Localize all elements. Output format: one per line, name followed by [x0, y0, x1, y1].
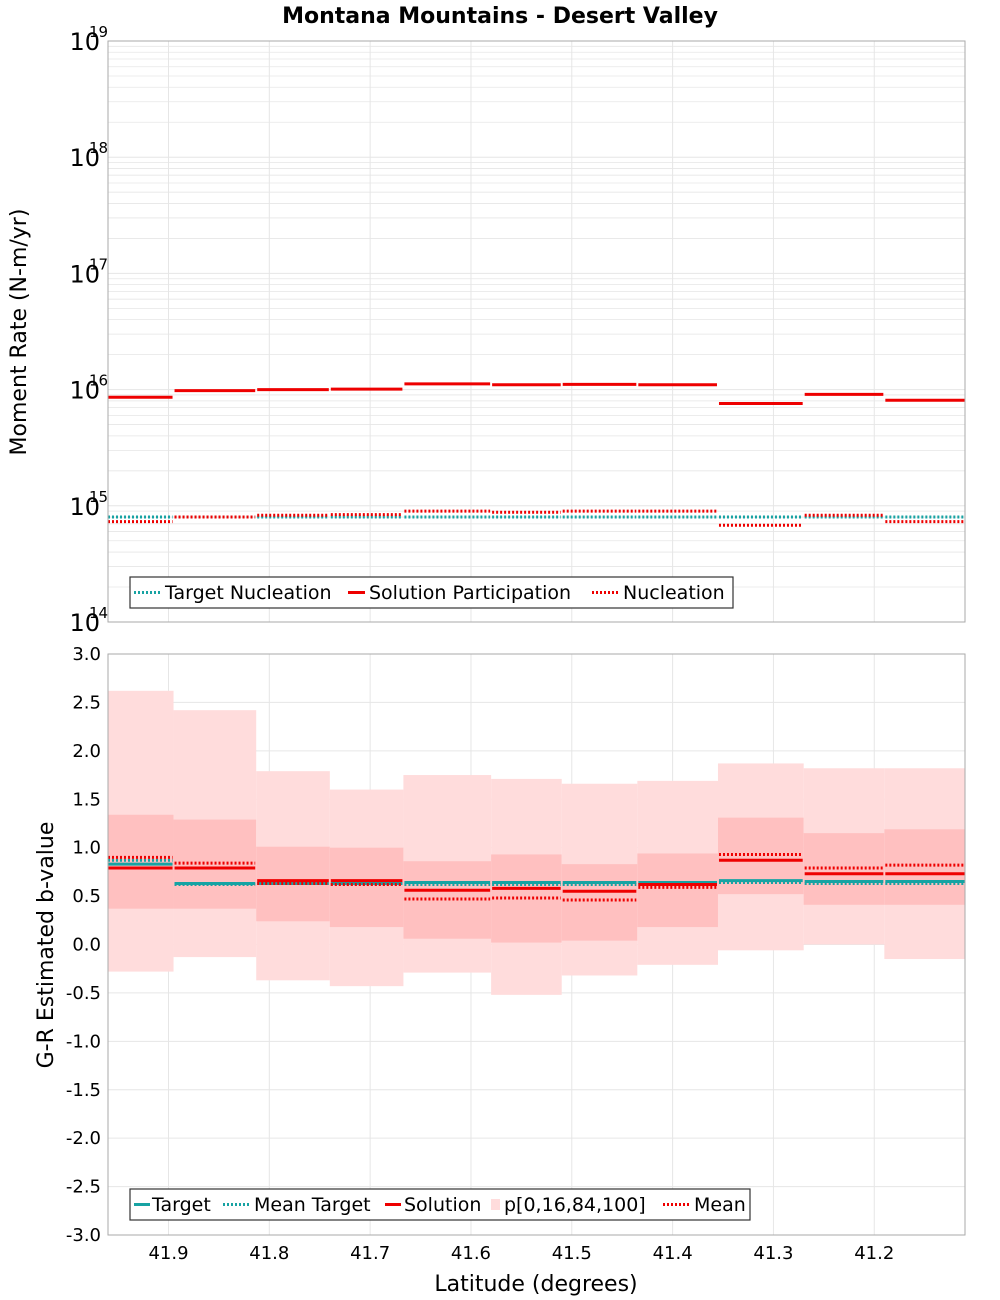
top-y-tick-exponent: 17: [89, 255, 108, 273]
bottom-series: [108, 852, 965, 902]
x-axis-label: Latitude (degrees): [434, 1272, 637, 1297]
top-legend-box: [129, 576, 734, 609]
top-series: [108, 382, 965, 527]
bottom-y-tick-label: -1.5: [66, 1080, 101, 1101]
x-tick-label: 41.2: [854, 1243, 894, 1264]
top-y-tick-label: 10: [69, 144, 100, 172]
bottom-y-tick-label: -0.5: [66, 983, 101, 1004]
x-tick-label: 41.3: [753, 1243, 793, 1264]
top-plot-area: [108, 41, 965, 622]
x-ticks: 41.9 41.8 41.7 41.6 41.5 41.4 41.3 41.2: [148, 1243, 894, 1264]
top-grid: [108, 41, 965, 623]
bottom-legend-box: [129, 1188, 751, 1221]
x-tick-label: 41.4: [653, 1243, 693, 1264]
legend-label-target-nucleation: Target Nucleation: [164, 582, 332, 604]
bottom-y-tick-label: 0.5: [72, 886, 101, 907]
bottom-y-ticks: -3.0 -2.5 -2.0 -1.5 -1.0 -0.5 0.0 0.5 1.0 1.5 2.0 2…: [66, 644, 101, 1246]
x-tick-label: 41.5: [552, 1243, 592, 1264]
legend-label-nucleation: Nucleation: [623, 582, 725, 604]
band-p16-p84: [803, 833, 885, 905]
top-y-axis-label: Moment Rate (N-m/yr): [7, 209, 32, 456]
bottom-y-tick-label: -2.5: [66, 1177, 101, 1198]
top-y-tick-label: 10: [69, 260, 100, 288]
top-legend: Target Nucleation Solution Participation…: [129, 576, 734, 609]
legend-swatch-percentiles: [491, 1199, 500, 1210]
band-p16-p84: [637, 853, 718, 928]
x-tick-label: 41.6: [451, 1243, 491, 1264]
legend-label-percentiles: p[0,16,84,100]: [504, 1194, 646, 1216]
legend-label-target: Target: [151, 1194, 211, 1216]
top-y-tick-label: 10: [69, 493, 100, 521]
bottom-y-axis-label: G-R Estimated b-value: [34, 822, 59, 1069]
bottom-y-tick-label: 2.0: [72, 741, 101, 762]
bottom-panel: -3.0 -2.5 -2.0 -1.5 -1.0 -0.5 0.0 0.5 1.0 1.5 2.0 2…: [34, 644, 966, 1297]
band-p16-p84: [329, 847, 404, 928]
bottom-y-tick-label: 3.0: [72, 644, 101, 665]
top-y-tick-label: 10: [69, 377, 100, 405]
top-y-tick-exponent: 19: [89, 23, 108, 41]
top-y-tick-exponent: 18: [89, 139, 108, 157]
band-p16-p84: [884, 829, 965, 905]
bottom-y-tick-label: -2.0: [66, 1128, 101, 1149]
top-y-tick-exponent: 15: [89, 488, 108, 506]
x-tick-label: 41.7: [350, 1243, 390, 1264]
top-y-tick-label: 10: [69, 28, 100, 56]
bottom-y-tick-label: 2.5: [72, 692, 101, 713]
top-y-tick-exponent: 16: [89, 372, 108, 390]
x-tick-label: 41.8: [249, 1243, 289, 1264]
top-y-tick-exponent: 14: [89, 604, 108, 622]
x-tick-label: 41.9: [148, 1243, 188, 1264]
legend-label-mean: Mean: [694, 1194, 746, 1216]
legend-label-mean-target: Mean Target: [254, 1194, 371, 1216]
bottom-legend: Target Mean Target Solution p[0,16,84,10…: [129, 1188, 751, 1221]
bottom-y-tick-label: 0.0: [72, 935, 101, 956]
chart-title: Montana Mountains - Desert Valley: [282, 4, 718, 29]
bottom-y-tick-label: -1.0: [66, 1031, 101, 1052]
legend-label-solution: Solution: [404, 1194, 481, 1216]
band-p16-p84: [561, 864, 638, 941]
bottom-plot-frame: [107, 653, 966, 1236]
bottom-y-tick-label: -3.0: [66, 1225, 101, 1246]
bottom-y-tick-label: 1.0: [72, 838, 101, 859]
bottom-y-tick-label: 1.5: [72, 789, 101, 810]
top-y-tick-label: 10: [69, 609, 100, 637]
top-plot-frame: [107, 40, 966, 623]
legend-label-solution-participation: Solution Participation: [369, 582, 571, 604]
